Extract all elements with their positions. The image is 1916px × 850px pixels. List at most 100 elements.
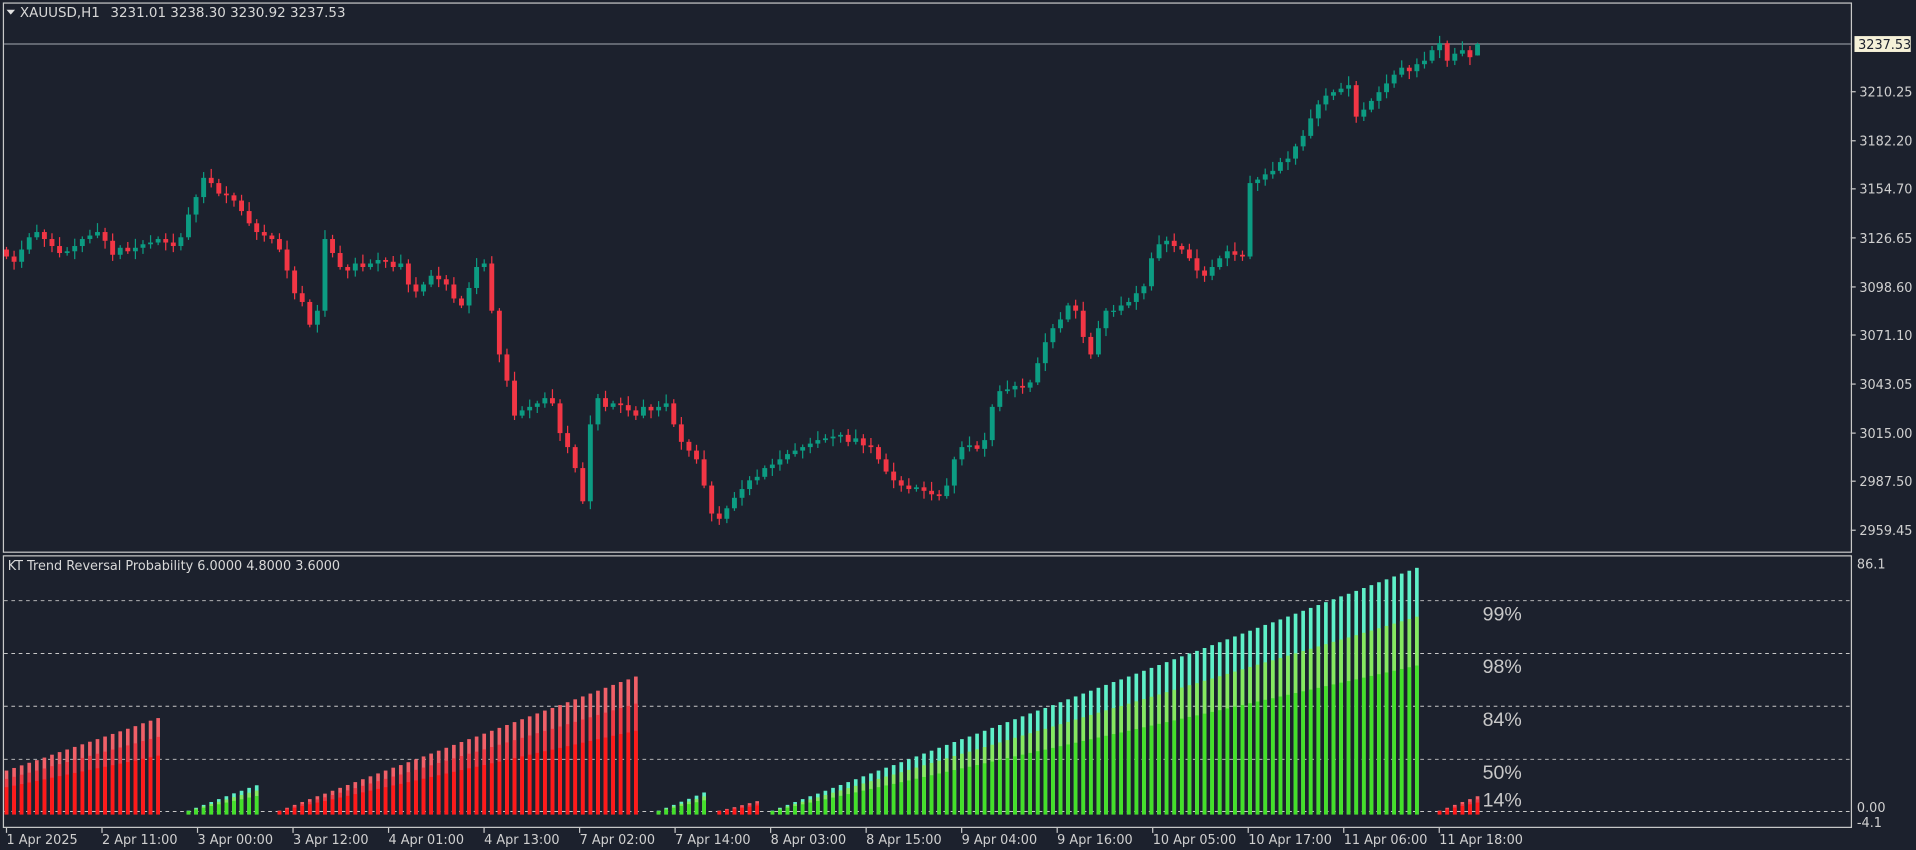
candle-body bbox=[572, 447, 578, 469]
bullish-probability-bar bbox=[1407, 570, 1412, 815]
bar-layer bbox=[543, 751, 547, 815]
candle-body bbox=[1217, 258, 1223, 268]
triangle-down-icon[interactable] bbox=[6, 9, 16, 15]
bearish-probability-bar bbox=[361, 779, 365, 815]
bar-layer bbox=[1354, 679, 1359, 815]
bearish-probability-bar bbox=[740, 805, 744, 815]
bullish-probability-bar bbox=[960, 739, 964, 815]
bar-layer bbox=[353, 794, 358, 815]
candle bbox=[102, 227, 108, 249]
candle bbox=[1293, 143, 1298, 165]
bar-layer bbox=[1468, 804, 1472, 815]
candle-body bbox=[853, 438, 859, 442]
candle-body bbox=[716, 513, 722, 519]
bar-layer bbox=[687, 804, 691, 815]
bullish-probability-bar bbox=[1035, 710, 1040, 815]
bearish-probability-bar bbox=[330, 790, 335, 815]
bar-layer bbox=[1369, 675, 1374, 815]
bullish-probability-bar bbox=[656, 810, 661, 815]
bar-layer bbox=[148, 757, 153, 815]
indicator-axis-max: 86.1 bbox=[1857, 558, 1886, 573]
bearish-probability-bar bbox=[156, 718, 160, 815]
candle-body bbox=[625, 405, 631, 411]
candle-body bbox=[64, 251, 70, 254]
indicator-title: KT Trend Reversal Probability 6.0000 4.8… bbox=[8, 559, 340, 574]
bar-layer bbox=[1058, 746, 1063, 815]
price-pane[interactable] bbox=[2, 2, 1853, 553]
bar-layer bbox=[1005, 758, 1010, 815]
bar-layer bbox=[1225, 708, 1230, 815]
candle bbox=[989, 404, 995, 447]
bar-layer bbox=[664, 809, 669, 815]
candle-body bbox=[1186, 249, 1192, 259]
candle-body bbox=[87, 235, 93, 240]
bar-layer bbox=[861, 790, 866, 815]
candle bbox=[208, 168, 214, 188]
candle bbox=[254, 219, 260, 240]
candle bbox=[731, 492, 737, 511]
candle bbox=[1353, 80, 1359, 123]
candle bbox=[1111, 304, 1117, 317]
indicator-pane[interactable] bbox=[2, 555, 1853, 828]
bar-layer bbox=[747, 806, 752, 815]
bullish-probability-bar bbox=[1142, 670, 1146, 815]
bullish-probability-bar bbox=[1339, 596, 1343, 815]
candle bbox=[868, 438, 874, 454]
candle-body bbox=[337, 253, 343, 268]
bar-layer bbox=[1392, 670, 1396, 815]
candle bbox=[565, 425, 571, 454]
price-label: 2987.50 bbox=[1859, 475, 1912, 490]
candle-body bbox=[542, 398, 548, 404]
candle bbox=[1262, 168, 1268, 186]
candle-body bbox=[982, 440, 988, 449]
candle bbox=[1452, 47, 1458, 66]
bar-layer bbox=[1088, 739, 1093, 815]
bearish-probability-bar bbox=[717, 810, 722, 815]
bar-layer bbox=[770, 811, 775, 815]
bar-layer bbox=[656, 811, 661, 815]
bullish-probability-bar bbox=[1096, 687, 1101, 815]
candle bbox=[610, 400, 616, 410]
bullish-probability-bar bbox=[846, 782, 851, 815]
candle-body bbox=[466, 287, 472, 306]
bearish-probability-bar bbox=[543, 710, 547, 815]
bar-layer bbox=[694, 802, 699, 815]
bar-layer bbox=[838, 795, 843, 815]
candle-body bbox=[459, 298, 464, 306]
candle-body bbox=[428, 275, 434, 285]
bar-layer bbox=[1210, 711, 1214, 815]
bar-layer bbox=[846, 794, 851, 815]
candle-body bbox=[421, 284, 426, 292]
bullish-probability-bar bbox=[1157, 665, 1161, 815]
candle bbox=[671, 399, 677, 427]
candle bbox=[830, 429, 836, 447]
candle bbox=[845, 429, 851, 447]
bullish-probability-bar bbox=[247, 787, 251, 815]
bar-layer bbox=[853, 792, 858, 815]
bar-layer bbox=[383, 787, 388, 815]
candle bbox=[474, 258, 480, 295]
time-label: 2 Apr 11:00 bbox=[102, 833, 177, 848]
bullish-probability-bar bbox=[800, 799, 805, 815]
candle bbox=[1156, 235, 1162, 261]
level-label: 98% bbox=[1483, 656, 1522, 678]
bar-layer bbox=[967, 766, 972, 815]
bar-layer bbox=[224, 802, 229, 815]
candle bbox=[1331, 89, 1336, 101]
bar-layer bbox=[421, 778, 426, 815]
indicator-axis-zero: 0.00 bbox=[1857, 801, 1886, 816]
candle-body bbox=[11, 256, 17, 262]
candle-body bbox=[117, 247, 123, 255]
candle bbox=[603, 390, 608, 412]
bearish-probability-bar bbox=[103, 736, 107, 815]
candle bbox=[913, 484, 919, 492]
bar-layer bbox=[808, 802, 813, 815]
candle-body bbox=[1308, 118, 1314, 136]
bullish-probability-bar bbox=[1415, 567, 1419, 815]
candlestick-series bbox=[4, 35, 1480, 525]
candle bbox=[178, 233, 184, 251]
candle bbox=[1475, 42, 1480, 56]
bar-layer bbox=[975, 765, 979, 815]
candle bbox=[79, 236, 85, 253]
